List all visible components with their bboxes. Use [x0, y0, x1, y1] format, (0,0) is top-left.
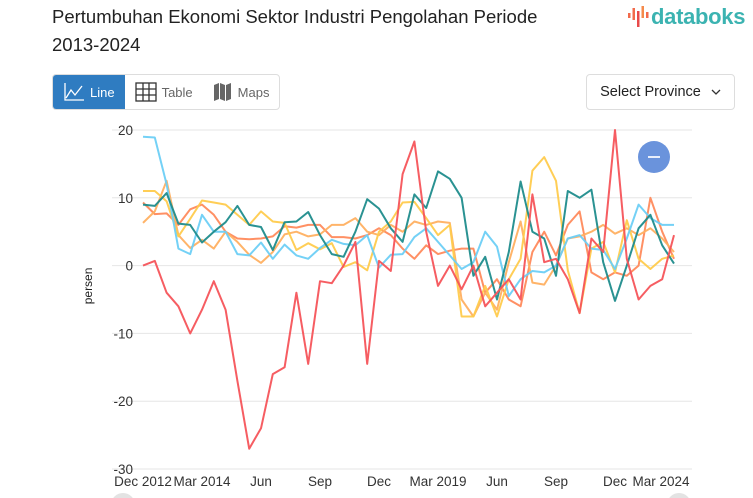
line-chart-icon — [64, 83, 84, 101]
chevron-down-icon — [711, 89, 721, 95]
page-title: Pertumbuhan Ekonomi Sektor Industri Peng… — [52, 6, 538, 55]
x-tick-label: Jun — [486, 474, 508, 489]
series-line-1 — [142, 179, 675, 318]
range-handle-right — [669, 493, 689, 498]
x-tick-label: Mar 2019 — [409, 474, 466, 489]
x-tick-label: Dec — [603, 474, 627, 489]
x-tick-label: Sep — [544, 474, 568, 489]
tab-line-label: Line — [90, 84, 115, 100]
series-line-5 — [142, 129, 675, 450]
y-tick-label: 0 — [125, 259, 133, 274]
tab-table[interactable]: Table — [125, 75, 203, 109]
y-tick-label: -30 — [113, 462, 133, 477]
x-tick-label: Sep — [308, 474, 332, 489]
y-tick-label: 10 — [118, 191, 133, 206]
table-grid-icon — [134, 82, 157, 102]
y-tick-label: -20 — [113, 394, 133, 409]
tab-maps[interactable]: Maps — [203, 75, 280, 109]
minus-icon — [648, 156, 660, 158]
map-icon — [213, 83, 231, 101]
x-tick-label: Dec 2012 — [114, 474, 172, 489]
x-tick-label: Dec — [367, 474, 391, 489]
tab-line[interactable]: Line — [53, 75, 125, 109]
y-axis-label: persen — [81, 268, 95, 305]
range-handle-left — [113, 493, 133, 498]
tab-table-label: Table — [161, 84, 193, 100]
series-line-3 — [142, 135, 674, 298]
collapse-button[interactable] — [638, 141, 670, 173]
tab-maps-label: Maps — [237, 84, 270, 100]
view-toggle: Line Table Maps — [52, 74, 281, 110]
x-tick-label: Jun — [250, 474, 272, 489]
province-select-label: Select Province — [600, 84, 701, 100]
logo-text: databoks — [651, 4, 746, 29]
y-tick-label: 20 — [118, 123, 133, 138]
x-tick-label: Mar 2014 — [173, 474, 231, 489]
x-tick-label: Mar 2024 — [632, 474, 690, 489]
y-tick-label: -10 — [113, 326, 133, 341]
series-line-4 — [142, 170, 675, 302]
logo-bars-icon — [628, 6, 649, 27]
province-select[interactable]: Select Province — [586, 74, 735, 110]
databoks-logo: databoks — [627, 4, 745, 30]
